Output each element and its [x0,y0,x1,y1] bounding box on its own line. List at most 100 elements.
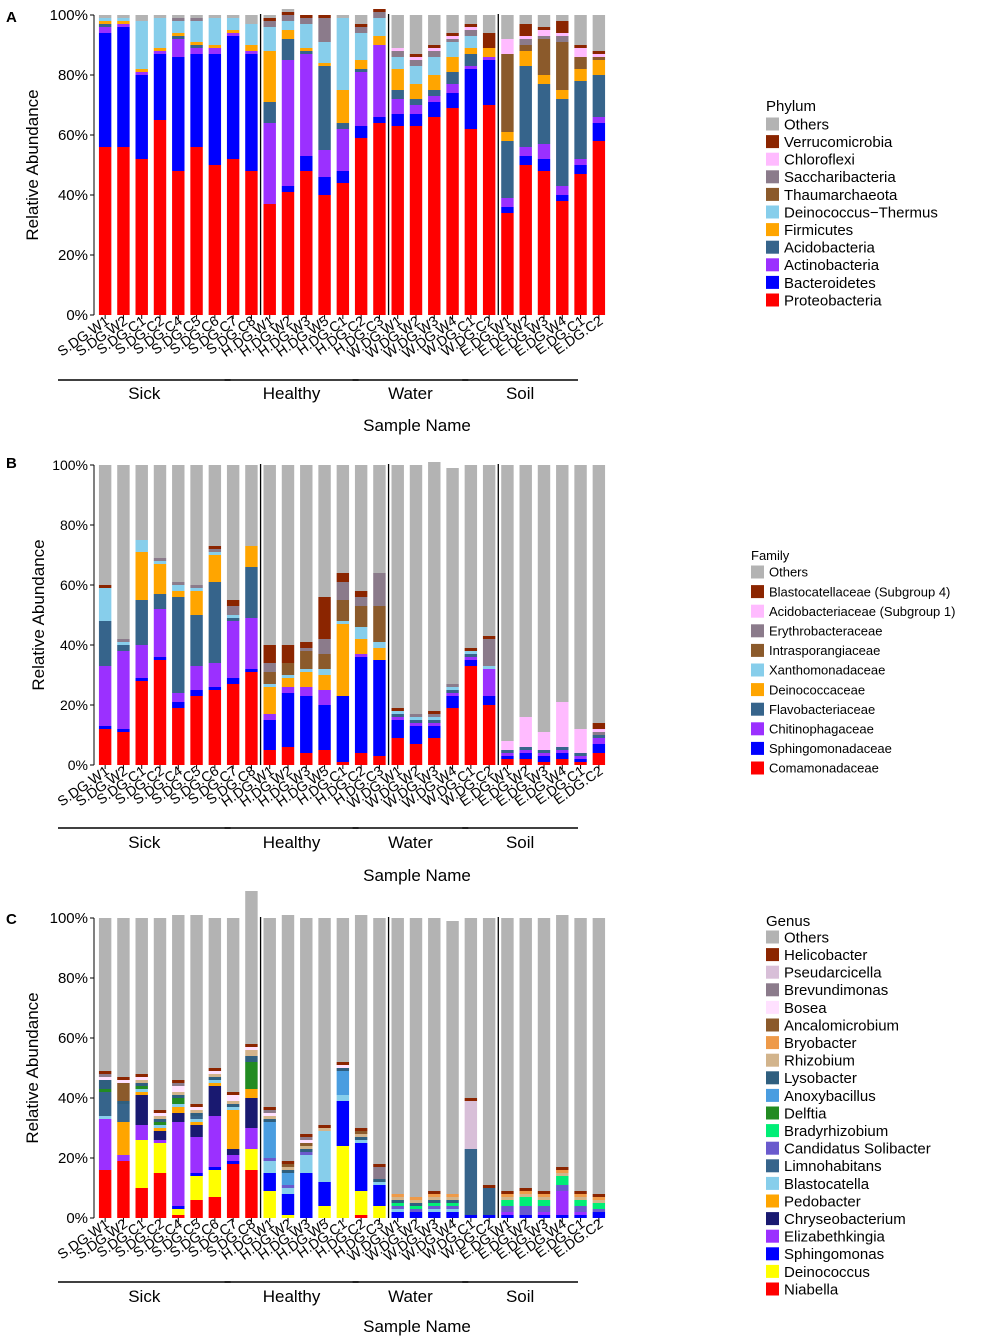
bar-segment-sphingomonas [354,1143,368,1191]
bar-segment-firmicutes [354,60,368,69]
bar-segment-candidatus-solibacter [446,1206,459,1209]
bar-segment-firmicutes [592,60,606,75]
legend-swatch [766,187,779,201]
bar-segment-bosea [226,1095,240,1101]
bar-segment-chitinophagaceae [245,618,258,669]
bar-segment-deinococcus-thermus [263,27,276,51]
bar-segment-helicobacter [556,1167,569,1170]
bar-segment-blastocatella [226,1107,240,1110]
bar-segment-sphingomonas [592,1212,606,1218]
bar-segment-acidobacteria [190,45,203,48]
bar-segment-comamonadaceae [574,762,587,765]
bar-segment-bacteroidetes [482,60,496,105]
bar-segment-bacteroidetes [354,126,368,138]
bar-segment-helicobacter [300,1134,313,1137]
bar-segment-blastocatella [98,1116,112,1119]
bar-segment-bradyrhizobium [519,1197,532,1206]
bar-segment-comamonadaceae [98,729,112,765]
legend-item: Others [784,116,829,133]
bar-segment-sphingomonas [172,1206,185,1209]
bar-segment-others [537,15,551,27]
bar-segment-erythrobacteraceae [373,573,386,606]
bar-segment-chitinophagaceae [263,714,276,720]
bar-segment-others [391,918,404,1194]
bar-segment-brevundimonas [300,1137,313,1140]
bar-segment-acidobacteria [556,99,569,186]
bar-segment-chitinophagaceae [409,723,423,726]
group-label: Sick [128,384,161,403]
bar-segment-others [482,15,496,33]
bar-segment-others [556,465,569,702]
bar-segment-sphingomonadaceae [245,669,258,672]
bar-segment-pseudarcicella [464,1101,478,1149]
bar-segment-sphingomonadaceae [336,696,350,762]
bar-segment-bradyrhizobium [409,1206,423,1209]
bar-segment-thaumarchaeota [501,54,514,132]
legend-item: Chryseobacterium [784,1211,906,1228]
bar-segment-chloroflexi [537,30,551,36]
bar-segment-proteobacteria [245,171,258,315]
bar-segment-pedobacter [135,1092,148,1095]
bar-segment-actinobacteria [428,96,441,102]
legend-swatch [766,240,779,254]
bar-segment-saccharibacteria [537,36,551,39]
bar-segment-intrasporangiaceae [354,606,368,627]
bar-segment-sphingomonadaceae [428,726,441,738]
bar-segment-others [336,918,350,1062]
bar-segment-acidobacteria [391,90,404,99]
bar-segment-bosea [300,1140,313,1143]
bar-segment-verrucomicrobia [281,12,295,15]
bar-segment-chryseobacterium [172,1113,185,1122]
bar-segment-helicobacter [519,1188,532,1191]
bar-segment-chitinophagaceae [519,750,532,753]
bar-segment-deinococcaceae [354,639,368,654]
bar-segment-flavobacteriaceae [428,720,441,723]
bar-segment-others [98,465,112,585]
bar-segment-bryobacter [391,1194,404,1197]
legend-item: Actinobacteria [784,257,880,274]
panel-c: C0%20%40%60%80%100%Relative AbundanceS.D… [6,891,931,1336]
bar-segment-sphingomonadaceae [153,657,167,660]
bar-segment-chitinophagaceae [208,663,222,687]
bar-segment-firmicutes [208,45,222,48]
group-label: Healthy [263,384,321,403]
bar-segment-others [172,465,185,582]
bar-segment-flavobacteriaceae [208,582,222,663]
bar-segment-rhizobium [226,1101,240,1104]
bar-segment-acidobacteria [519,66,532,147]
legend-swatch [766,1212,779,1226]
bar-segment-proteobacteria [464,129,478,315]
bar-segment-flavobacteriaceae [226,618,240,621]
bar-segment-bacteroidetes [281,186,295,192]
bar-segment-xanthomonadaceae [318,669,331,675]
bar-segment-blastocatellaceae-subgroup-4- [208,546,222,549]
bar-segment-others [519,15,532,24]
bar-segment-blastocatellaceae-subgroup-4- [300,642,313,648]
bar-segment-blastocatella [153,1125,167,1128]
bar-segment-others [190,915,203,1104]
bar-segment-blastocatella [208,1080,222,1083]
y-tick-label: 100% [50,910,88,927]
bar-segment-intrasporangiaceae [373,606,386,642]
bar-segment-deinococcaceae [318,675,331,690]
bar-segment-blastocatellaceae-subgroup-4- [336,573,350,582]
bar-segment-deinococcaceae [263,687,276,714]
bar-segment-bacteroidetes [464,69,478,129]
bar-segment-helicobacter [428,1191,441,1194]
bar-segment-erythrobacteraceae [318,639,331,654]
bar-segment-acidobacteriaceae-subgroup-1- [556,702,569,747]
bar-segment-rhizobium [354,1134,368,1137]
legend-swatch [766,1247,779,1261]
bar-segment-xanthomonadaceae [300,669,313,672]
bar-segment-bryobacter [537,1194,551,1197]
bar-segment-chryseobacterium [226,1149,240,1155]
legend-item: Verrucomicrobia [784,134,893,151]
bar-segment-bryobacter [409,1197,423,1200]
x-axis-label: Sample Name [363,416,471,435]
bar-segment-verrucomicrobia [446,33,459,36]
bar-segment-sphingomonadaceae [135,678,148,681]
bar-segment-erythrobacteraceae [208,549,222,552]
legend-item: Flavobacteriaceae [769,702,875,717]
bar-segment-thaumarchaeota [592,57,606,60]
bar-segment-helicobacter [281,1161,295,1164]
